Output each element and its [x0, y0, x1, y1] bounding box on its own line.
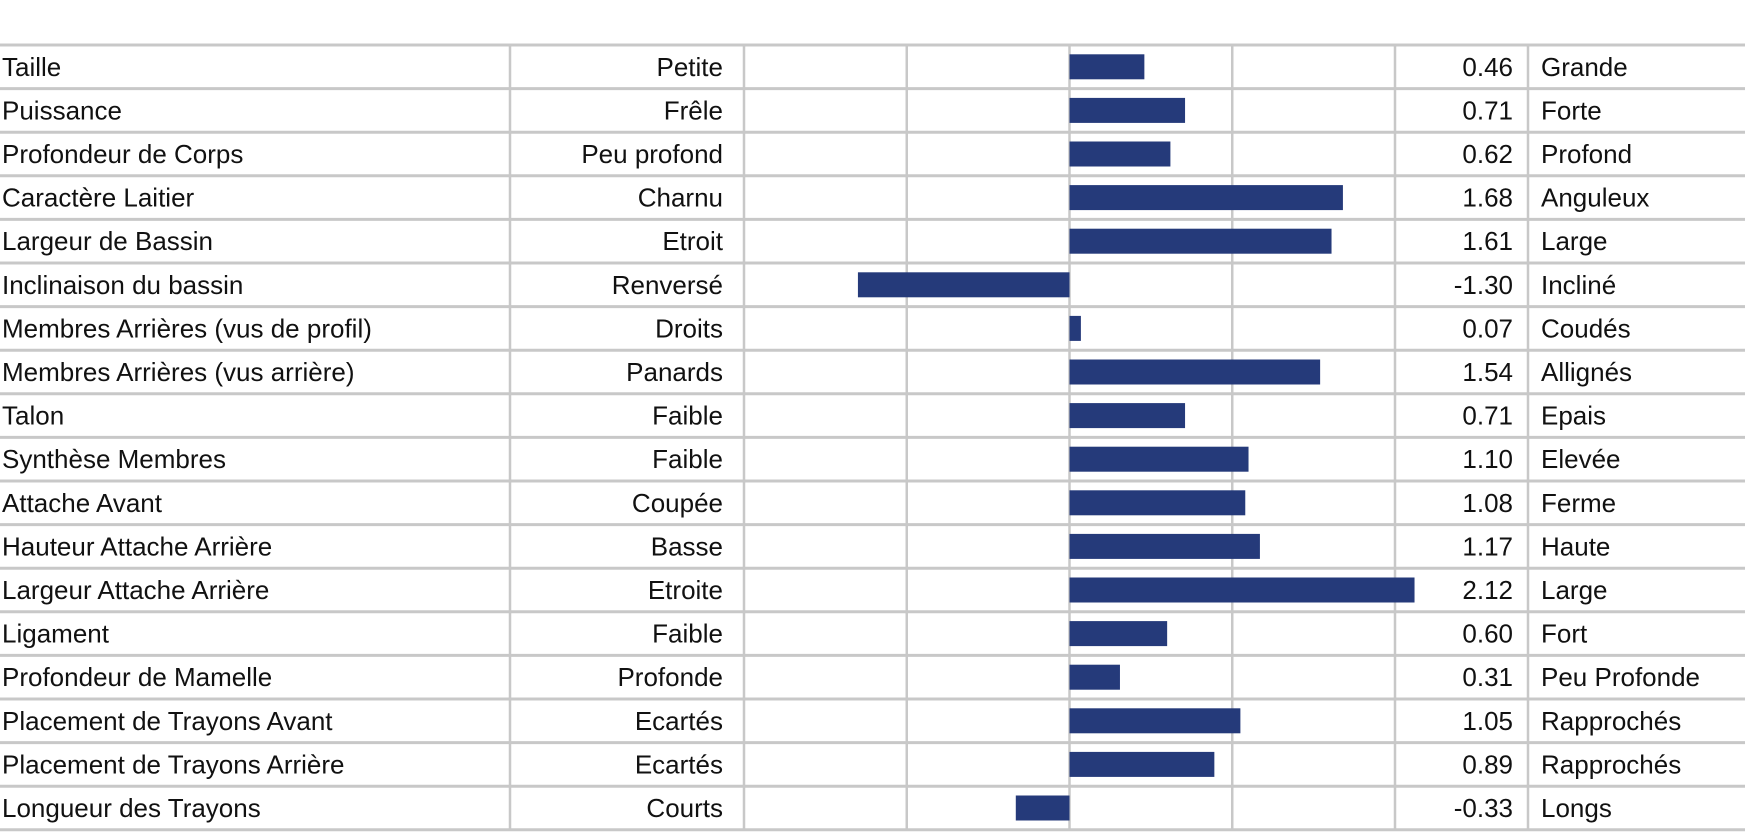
low-pole-label: Droits: [655, 313, 723, 343]
trait-label: Largeur de Bassin: [2, 226, 213, 256]
value-label: -1.30: [1454, 270, 1513, 300]
high-pole-label: Peu Profonde: [1541, 662, 1700, 692]
high-pole-label: Rapprochés: [1541, 749, 1681, 779]
high-pole-label: Grande: [1541, 52, 1628, 82]
trait-label: Membres Arrières (vus de profil): [2, 313, 372, 343]
high-pole-label: Large: [1541, 575, 1608, 605]
value-label: 0.71: [1462, 95, 1513, 125]
bar: [1069, 185, 1343, 211]
bar: [1069, 577, 1415, 603]
trait-label: Puissance: [2, 95, 122, 125]
trait-label: Synthèse Membres: [2, 444, 226, 474]
value-label: 1.61: [1462, 226, 1513, 256]
bar: [1069, 708, 1241, 734]
bar: [1069, 359, 1321, 385]
low-pole-label: Etroit: [662, 226, 723, 256]
trait-label: Profondeur de Mamelle: [2, 662, 272, 692]
bar: [1069, 403, 1186, 429]
bar: [1069, 141, 1171, 167]
low-pole-label: Profonde: [617, 662, 723, 692]
low-pole-label: Panards: [626, 357, 723, 387]
bar: [1069, 97, 1186, 123]
low-pole-label: Etroite: [648, 575, 723, 605]
value-label: 0.07: [1462, 313, 1513, 343]
low-pole-label: Frêle: [664, 95, 723, 125]
value-label: 0.89: [1462, 749, 1513, 779]
high-pole-label: Anguleux: [1541, 183, 1649, 213]
high-pole-label: Profond: [1541, 139, 1632, 169]
low-pole-label: Faible: [652, 444, 723, 474]
high-pole-label: Longs: [1541, 793, 1612, 823]
low-pole-label: Basse: [651, 531, 723, 561]
bar: [1069, 621, 1168, 647]
trait-label: Placement de Trayons Avant: [2, 706, 333, 736]
grid: [0, 43, 1745, 832]
trait-label: Talon: [2, 401, 64, 431]
bar: [857, 272, 1070, 298]
value-label: 0.31: [1462, 662, 1513, 692]
trait-label: Largeur Attache Arrière: [2, 575, 269, 605]
value-label: 1.54: [1462, 357, 1513, 387]
trait-label: Ligament: [2, 619, 110, 649]
bar: [1069, 446, 1249, 472]
value-label: 1.08: [1462, 488, 1513, 518]
value-label: 0.71: [1462, 401, 1513, 431]
bar: [1069, 228, 1332, 254]
low-pole-label: Renversé: [612, 270, 723, 300]
trait-label: Caractère Laitier: [2, 183, 195, 213]
low-pole-label: Petite: [657, 52, 724, 82]
high-pole-label: Incliné: [1541, 270, 1616, 300]
bar: [1069, 490, 1246, 516]
low-pole-label: Peu profond: [581, 139, 723, 169]
value-label: 2.12: [1462, 575, 1513, 605]
trait-label: Taille: [2, 52, 61, 82]
value-label: -0.33: [1454, 793, 1513, 823]
bar: [1069, 54, 1145, 80]
value-label: 1.17: [1462, 531, 1513, 561]
trait-label: Membres Arrières (vus arrière): [2, 357, 355, 387]
value-label: 0.60: [1462, 619, 1513, 649]
trait-label: Inclinaison du bassin: [2, 270, 243, 300]
high-pole-label: Allignés: [1541, 357, 1632, 387]
low-pole-label: Charnu: [638, 183, 723, 213]
high-pole-label: Fort: [1541, 619, 1588, 649]
high-pole-label: Rapprochés: [1541, 706, 1681, 736]
low-pole-label: Ecartés: [635, 706, 723, 736]
high-pole-label: Haute: [1541, 531, 1610, 561]
labels: Taille Petite 0.46 Grande Puissance Frêle 0.71…: [2, 52, 1700, 823]
low-pole-label: Faible: [652, 619, 723, 649]
value-label: 1.68: [1462, 183, 1513, 213]
bar: [1015, 795, 1070, 821]
high-pole-label: Epais: [1541, 401, 1606, 431]
value-label: 0.46: [1462, 52, 1513, 82]
low-pole-label: Coupée: [632, 488, 723, 518]
value-label: 1.05: [1462, 706, 1513, 736]
bars: [857, 54, 1415, 821]
bar: [1069, 533, 1260, 559]
high-pole-label: Ferme: [1541, 488, 1616, 518]
high-pole-label: Large: [1541, 226, 1608, 256]
high-pole-label: Elevée: [1541, 444, 1621, 474]
trait-label: Longueur des Trayons: [2, 793, 261, 823]
value-label: 1.10: [1462, 444, 1513, 474]
trait-label: Placement de Trayons Arrière: [2, 749, 345, 779]
trait-label: Profondeur de Corps: [2, 139, 243, 169]
low-pole-label: Ecartés: [635, 749, 723, 779]
high-pole-label: Forte: [1541, 95, 1602, 125]
bar: [1069, 664, 1120, 690]
trait-label: Attache Avant: [2, 488, 163, 518]
low-pole-label: Faible: [652, 401, 723, 431]
bar: [1069, 751, 1215, 777]
high-pole-label: Coudés: [1541, 313, 1631, 343]
bar: [1069, 315, 1081, 341]
low-pole-label: Courts: [646, 793, 723, 823]
value-label: 0.62: [1462, 139, 1513, 169]
trait-label: Hauteur Attache Arrière: [2, 531, 272, 561]
